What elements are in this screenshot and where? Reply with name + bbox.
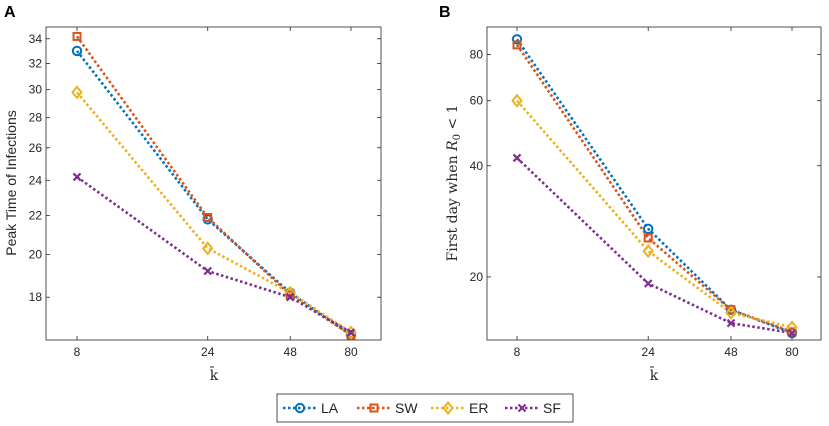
gB-point-er (511, 93, 523, 108)
gB-xtick-label: 80 (785, 345, 799, 359)
gA-ytick-label: 30 (29, 83, 43, 97)
gB-series-line-sf (516, 156, 793, 335)
gB-point-sf (787, 328, 797, 338)
legend: LA SW ER SF (276, 393, 574, 423)
gB-point-sw (643, 233, 653, 243)
legend-marker-la (294, 402, 306, 414)
panel-b-label: B (439, 4, 451, 21)
gA-point-er (71, 85, 83, 100)
gA-xtick-label: 80 (344, 345, 358, 359)
gA-series-line-er (76, 91, 352, 334)
panel-a-label: A (4, 4, 16, 21)
gB-point-la (643, 223, 654, 235)
gA-series-line-sw (75, 35, 352, 337)
panel-b-y-label-sub: 0 (452, 134, 463, 140)
legend-marker-sw (369, 403, 379, 413)
gB-ytick-label: 20 (470, 270, 484, 284)
panel-a-x-label: k̄ (210, 366, 219, 384)
panel-a-y-ticks: 18 20 22 24 26 28 30 32 34 (29, 32, 381, 304)
gA-ytick-label: 24 (29, 173, 43, 187)
gA-xtick-label: 24 (201, 345, 215, 359)
gB-point-la (511, 34, 523, 45)
gA-xtick-label: 48 (284, 345, 298, 359)
gA-point-sf (72, 172, 82, 182)
gA-ytick-label: 26 (29, 141, 43, 155)
gA-point-sw (203, 213, 213, 223)
legend-box (276, 393, 574, 423)
gA-point-sf (346, 328, 356, 337)
legend-marker-er (442, 400, 454, 416)
legend-marker-sf (517, 403, 527, 413)
panel-b-x-label: k̄ (650, 366, 659, 384)
gA-ytick-label: 22 (29, 209, 43, 223)
gB-point-sf (512, 153, 522, 163)
legend-label-la: LA (321, 400, 339, 416)
gA-ytick-label: 20 (29, 247, 43, 261)
gB-ytick-label: 60 (470, 94, 484, 108)
legend-label-sf: SF (543, 400, 561, 416)
panel-b-y-ticks: 20 40 60 80 (470, 48, 821, 284)
panel-b-y-label-text: First day when (445, 151, 461, 262)
gA-ytick-label: 32 (29, 56, 43, 70)
gB-point-sf (643, 279, 653, 288)
gB-xtick-label: 8 (514, 345, 521, 359)
gB-series-line-sw (515, 44, 793, 334)
panel-b-y-label-math: R (445, 140, 461, 152)
panel-b-series (511, 34, 798, 339)
gB-point-er (642, 244, 655, 259)
panel-b-chart: 20 40 60 80 8 24 48 80 k̄ First day when R0 < … (445, 26, 822, 384)
gA-ytick-label: 34 (29, 32, 43, 46)
gB-point-sf (726, 318, 736, 328)
gA-xtick-label: 8 (74, 345, 81, 359)
gB-ytick-label: 40 (470, 159, 484, 173)
legend-items: LA SW ER SF (283, 400, 561, 416)
panel-a-axes-box (45, 26, 382, 341)
gB-series-line-la (515, 38, 793, 335)
panel-a-series (71, 31, 357, 341)
gB-xtick-label: 24 (642, 345, 656, 359)
gA-point-sf (285, 292, 295, 302)
gA-ytick-label: 28 (29, 111, 43, 125)
panel-a-chart: 18 20 22 24 26 28 30 32 34 8 24 48 80 k̄ Peak Time … (3, 26, 382, 384)
gA-point-sw (72, 31, 82, 41)
gA-series-line-sf (76, 175, 352, 334)
gB-xtick-label: 48 (724, 345, 738, 359)
gB-point-sw (512, 40, 522, 50)
gA-point-er (201, 241, 214, 256)
gB-point-sw (787, 327, 797, 337)
gA-point-sf (203, 266, 213, 276)
gA-point-la (71, 45, 83, 57)
gA-ytick-label: 18 (29, 290, 43, 304)
panel-a-x-ticks: 8 24 48 80 (74, 27, 358, 359)
gB-series-line-er (516, 99, 793, 329)
gB-point-er (725, 305, 737, 320)
panel-b-y-label-rest: < 1 (445, 104, 461, 134)
legend-label-sw: SW (395, 400, 418, 416)
panel-b-y-label: First day when R0 < 1 (445, 104, 463, 261)
panel-b-x-ticks: 8 24 48 80 (514, 27, 799, 359)
gB-ytick-label: 80 (470, 48, 484, 62)
panel-a-y-label: Peak Time of Infections (3, 110, 19, 256)
legend-label-er: ER (469, 400, 488, 416)
